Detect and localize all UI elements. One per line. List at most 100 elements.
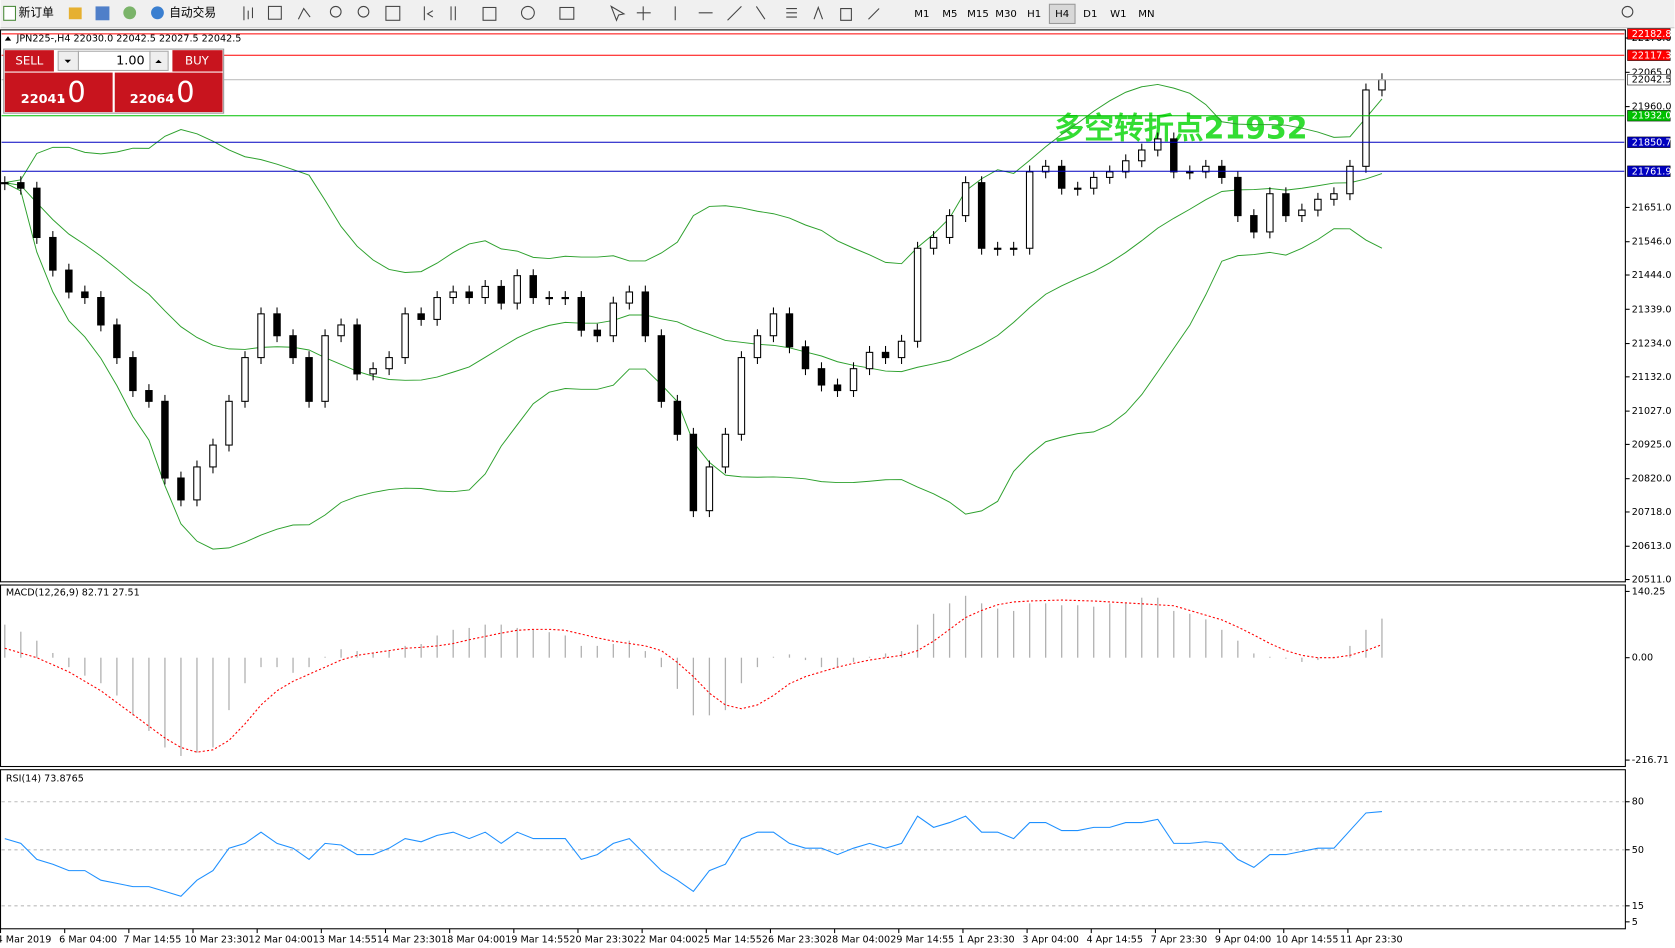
icon[interactable] xyxy=(610,5,626,22)
buy-point[interactable]: .0 xyxy=(167,75,195,109)
toolbar xyxy=(0,0,1675,28)
timeframe-button[interactable]: M1 xyxy=(914,9,929,20)
candle-body xyxy=(1,182,9,185)
icon[interactable] xyxy=(482,6,497,21)
candle-body xyxy=(657,335,666,402)
search-icon[interactable] xyxy=(1621,5,1634,18)
buy-price-box[interactable] xyxy=(114,72,223,113)
candle-body xyxy=(577,297,586,331)
chart-title: JPN225-,H4 22030.0 22042.5 22027.5 22042… xyxy=(16,33,242,44)
sell-label[interactable]: SELL xyxy=(15,53,43,67)
candle-body xyxy=(737,357,746,435)
lot-value[interactable]: 1.00 xyxy=(116,53,145,68)
x-tick-label: 25 Mar 14:55 xyxy=(698,934,762,945)
active-timeframe xyxy=(1048,3,1076,25)
price-level-box xyxy=(1627,136,1671,148)
buy-button[interactable] xyxy=(172,50,223,72)
icon[interactable] xyxy=(329,5,342,18)
icon[interactable] xyxy=(357,5,370,18)
candle-body xyxy=(801,346,810,370)
icon[interactable] xyxy=(423,6,434,21)
candle-body xyxy=(353,324,361,375)
icon[interactable] xyxy=(95,6,110,21)
icon[interactable] xyxy=(674,5,880,21)
y-tick-label: 50 xyxy=(1632,845,1644,856)
timeframe-button[interactable]: D1 xyxy=(1083,9,1097,20)
icon[interactable] xyxy=(559,6,575,20)
candle-body xyxy=(977,182,986,249)
main-chart-frame xyxy=(0,29,1626,583)
candle-body xyxy=(417,313,425,320)
candle-body xyxy=(945,215,954,239)
candle-body xyxy=(81,291,89,299)
candle-body xyxy=(1186,171,1194,174)
price-level-label: 21932.0 xyxy=(1632,111,1672,122)
candle-body xyxy=(1362,89,1370,167)
y-tick-label: 22065.0 xyxy=(1632,67,1672,78)
buy-price[interactable]: 22064 xyxy=(130,92,175,107)
candle-body xyxy=(369,368,377,375)
candle-body xyxy=(705,466,714,512)
candle-body xyxy=(769,313,778,337)
candle-body xyxy=(161,400,169,479)
icon[interactable] xyxy=(243,6,254,21)
icon[interactable] xyxy=(450,6,456,21)
y-tick-label: -216.71 xyxy=(1632,755,1669,766)
toolbar-auto-trading[interactable]: 自动交易 xyxy=(151,5,216,19)
y-tick-label: 21444.0 xyxy=(1632,270,1672,281)
icon[interactable] xyxy=(68,7,82,20)
candle-body xyxy=(401,313,409,359)
rsi-line xyxy=(4,811,1383,897)
sell-button[interactable] xyxy=(4,50,54,72)
x-tick-label: 7 Apr 23:30 xyxy=(1151,934,1207,945)
candle-body xyxy=(433,297,441,320)
icon[interactable] xyxy=(267,5,282,20)
sell-price[interactable]: 22041 xyxy=(21,92,66,107)
candle-body xyxy=(1282,193,1290,217)
candle-body xyxy=(145,390,153,402)
toolbar-icons[interactable] xyxy=(243,5,1634,22)
icon[interactable] xyxy=(297,7,311,20)
timeframe-button[interactable]: MN xyxy=(1138,9,1154,20)
candle-body xyxy=(1202,165,1210,173)
toolbar-new-order[interactable]: 新订单 xyxy=(3,5,54,21)
timeframe-button[interactable]: H1 xyxy=(1027,9,1041,20)
icon[interactable] xyxy=(520,5,535,20)
y-tick-label: 15 xyxy=(1632,901,1644,912)
candle-body xyxy=(385,357,393,370)
button-label: 自动交易 xyxy=(169,5,216,19)
timeframe-button[interactable]: M30 xyxy=(995,9,1017,20)
candle-body xyxy=(1122,160,1130,173)
candle-body xyxy=(241,357,249,402)
price-level-label: 22117.3 xyxy=(1632,50,1672,61)
sell-point[interactable]: .0 xyxy=(58,75,86,109)
candle-body xyxy=(17,182,25,189)
candle-body xyxy=(193,466,201,501)
timeframe-button[interactable]: H4 xyxy=(1055,9,1069,20)
icon[interactable] xyxy=(385,5,401,21)
buy-label[interactable]: BUY xyxy=(185,53,210,67)
price-level-label: 21850.7 xyxy=(1632,137,1672,148)
timeframe-button[interactable]: W1 xyxy=(1110,9,1126,20)
y-tick-label: 20511.0 xyxy=(1632,575,1672,586)
icon[interactable] xyxy=(123,6,137,20)
symbol-marker xyxy=(4,36,12,41)
candle-body xyxy=(625,291,634,304)
candle-body xyxy=(1250,215,1258,233)
y-tick-label: 5 xyxy=(1632,917,1638,928)
timeframe-button[interactable]: M15 xyxy=(967,9,989,20)
candle-body xyxy=(865,351,874,370)
candle-body xyxy=(1234,176,1242,217)
candle-body xyxy=(689,433,698,512)
candle-body xyxy=(1346,165,1354,195)
sell-price-box[interactable] xyxy=(4,72,113,113)
icon[interactable] xyxy=(636,6,651,21)
y-tick-label: 21027.0 xyxy=(1632,406,1672,417)
candle-body xyxy=(673,400,682,435)
candle-body xyxy=(465,291,473,299)
candle-body xyxy=(529,275,537,299)
y-tick-label: 20925.0 xyxy=(1632,439,1672,450)
timeframe-button[interactable]: M5 xyxy=(942,9,957,20)
y-tick-label: 21339.0 xyxy=(1632,304,1672,315)
